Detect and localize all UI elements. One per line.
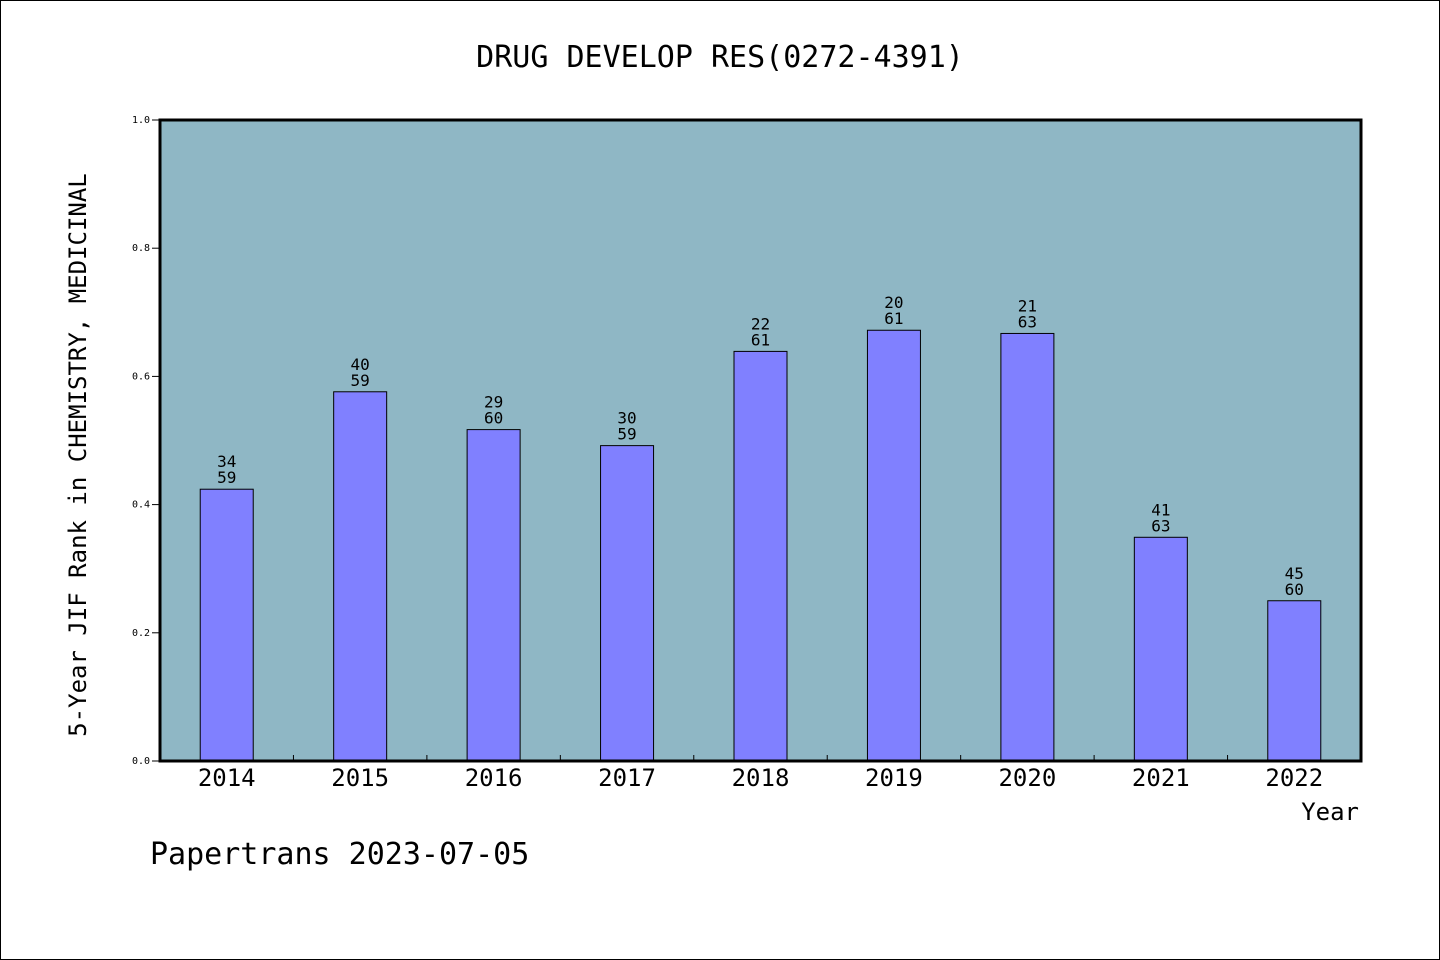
bar-2015 bbox=[333, 391, 388, 762]
x-tick-label: 2014 bbox=[198, 764, 256, 792]
bar-rank-label: 29 bbox=[484, 393, 503, 412]
bars bbox=[199, 329, 1322, 762]
y-tick-label: 0.4 bbox=[132, 500, 150, 511]
y-tick-label: 0.0 bbox=[132, 756, 150, 767]
plot-border bbox=[158, 118, 1363, 763]
x-tick-label: 2016 bbox=[465, 764, 523, 792]
bar-2021 bbox=[1133, 536, 1188, 762]
y-tick-label: 0.8 bbox=[132, 243, 150, 254]
bar-total-label: 59 bbox=[617, 425, 636, 444]
watermark-text: Papertrans 2023-07-05 bbox=[150, 837, 529, 872]
bar-rank-label: 30 bbox=[617, 409, 636, 428]
x-tick-label: 2018 bbox=[732, 764, 790, 792]
bar-rank-label: 20 bbox=[884, 293, 903, 312]
bar-rank-label: 41 bbox=[1151, 500, 1170, 519]
x-tick-label: 2015 bbox=[331, 764, 389, 792]
bar-2020 bbox=[1000, 332, 1055, 762]
y-tick-label: 0.2 bbox=[132, 628, 150, 639]
bar-total-label: 63 bbox=[1018, 312, 1037, 331]
x-tick-label: 2020 bbox=[998, 764, 1056, 792]
x-axis: 2014 2015 2016 2017 2018 2019 2020 2021 2022 bbox=[198, 755, 1323, 792]
x-tick-label: 2017 bbox=[598, 764, 656, 792]
x-tick-label: 2019 bbox=[865, 764, 923, 792]
bar-total-label: 61 bbox=[751, 330, 770, 349]
bar-total-label: 59 bbox=[217, 468, 236, 487]
bar-total-label: 63 bbox=[1151, 516, 1170, 535]
bar-2014 bbox=[199, 488, 254, 762]
bar-total-label: 59 bbox=[351, 371, 370, 390]
y-axis: 0.0 0.2 0.4 0.6 0.8 1.0 bbox=[132, 115, 160, 767]
x-axis-label: Year bbox=[1301, 798, 1359, 826]
bar-total-label: 60 bbox=[1285, 580, 1304, 599]
bar-2017 bbox=[600, 445, 655, 762]
y-tick-label: 0.6 bbox=[132, 371, 150, 382]
chart-title: DRUG DEVELOP RES(0272-4391) bbox=[476, 40, 964, 75]
bar-2016 bbox=[466, 429, 521, 762]
bar-rank-label: 34 bbox=[217, 452, 236, 471]
bar-rank-label: 45 bbox=[1285, 564, 1304, 583]
y-axis-label: 5-Year JIF Rank in CHEMISTRY, MEDICINAL bbox=[64, 173, 92, 737]
bar-total-label: 60 bbox=[484, 409, 503, 428]
bar-rank-label: 21 bbox=[1018, 296, 1037, 315]
bar-2019 bbox=[866, 329, 921, 762]
x-tick-label: 2021 bbox=[1132, 764, 1190, 792]
y-tick-label: 1.0 bbox=[132, 115, 150, 126]
bar-2022 bbox=[1267, 600, 1322, 762]
bar-total-label: 61 bbox=[884, 309, 903, 328]
bar-rank-label: 22 bbox=[751, 314, 770, 333]
bar-2018 bbox=[733, 350, 788, 762]
x-tick-label: 2022 bbox=[1265, 764, 1323, 792]
bar-rank-label: 40 bbox=[351, 355, 370, 374]
